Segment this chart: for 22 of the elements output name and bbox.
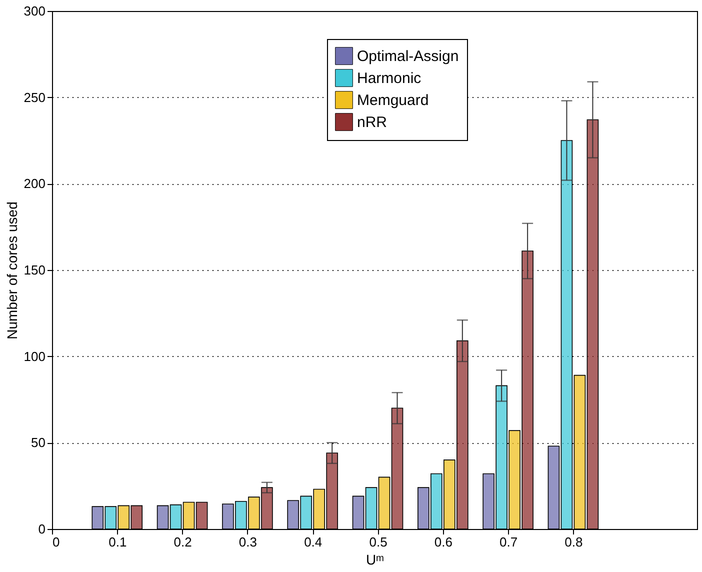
y-tick-label: 300 xyxy=(24,4,46,18)
y-tick-label: 0 xyxy=(38,522,46,536)
y-tick-label: 100 xyxy=(24,348,46,364)
x-tick-label: 0.7 xyxy=(500,534,518,550)
y-tick-label: 50 xyxy=(31,435,46,450)
y-tick-label: 150 xyxy=(24,262,46,278)
y-tick-label: 200 xyxy=(24,176,46,192)
x-tick-label: 0.5 xyxy=(369,534,388,550)
x-tick-label: 0.1 xyxy=(108,534,127,550)
x-tick-label: 0 xyxy=(52,534,60,550)
y-tick-label: 250 xyxy=(24,90,46,105)
legend-label: nRR xyxy=(357,114,388,131)
x-tick-label: 0.4 xyxy=(304,534,322,550)
x-tick-label: 0.3 xyxy=(238,534,257,550)
legend-label: Optimal-Assign xyxy=(357,48,459,65)
y-axis-title: Number of cores used xyxy=(4,202,20,340)
legend-label: Memguard xyxy=(357,92,429,109)
x-axis-title: Uᵐ xyxy=(366,552,384,568)
x-tick-label: 0.8 xyxy=(564,534,583,550)
legend-label: Harmonic xyxy=(357,70,422,87)
x-tick-label: 0.6 xyxy=(434,534,452,550)
x-tick-label: 0.2 xyxy=(174,534,192,550)
